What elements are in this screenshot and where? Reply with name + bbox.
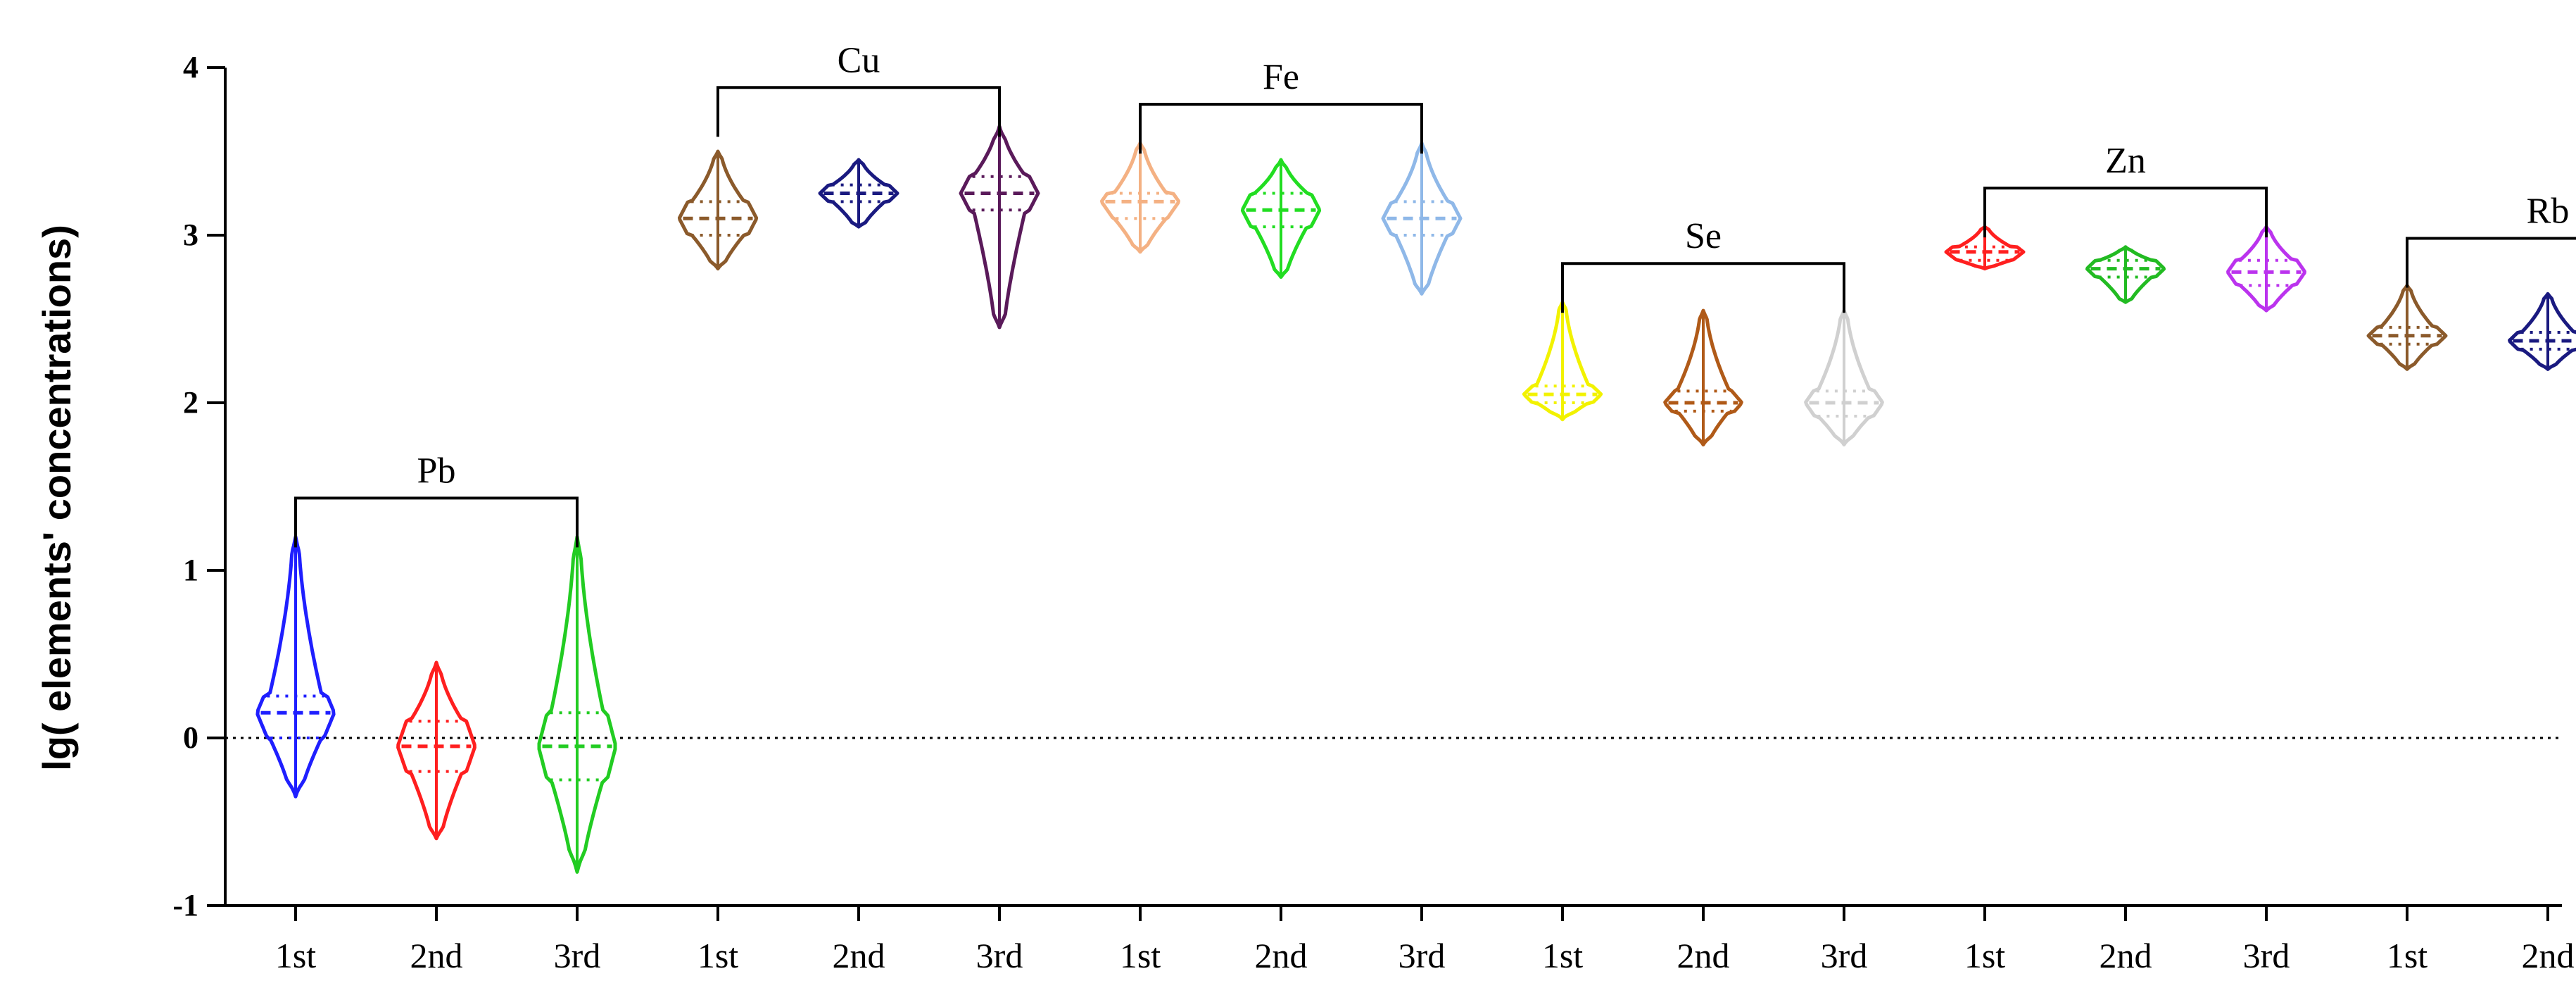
violin-se-2nd (1663, 308, 1743, 446)
violin-cu-2nd (818, 158, 899, 229)
violin-pb-3rd (537, 534, 617, 874)
x-tick-label: 3rd (2243, 936, 2290, 975)
group-label-se: Se (1685, 216, 1722, 256)
x-tick-label: 1st (275, 936, 316, 975)
violin-pb-1st (255, 534, 336, 799)
bracket-se (1561, 262, 1845, 313)
x-tick-label: 2nd (1255, 936, 1308, 975)
violin-cu-3rd (959, 124, 1040, 330)
bracket-rb (2406, 237, 2576, 288)
x-tick-label: 2nd (833, 936, 885, 975)
y-axis-title: lg( elements' concentrations) (34, 225, 79, 771)
x-tick-label: 2nd (1677, 936, 1730, 975)
x-tick-label: 2nd (2522, 936, 2575, 975)
violin-fe-1st (1100, 141, 1180, 254)
bracket-cu (716, 86, 1001, 137)
bracket-pb (294, 496, 579, 548)
x-tick-label: 1st (697, 936, 738, 975)
bracket-fe (1139, 103, 1423, 154)
axes: -1 0 1 2 3 4 1st 2nd 3rd 1st 2nd 3rd 1st 2nd 3rd 1st 2nd… (172, 50, 2575, 975)
violin-fe-3rd (1381, 141, 1463, 296)
y-tick-label: -1 (172, 888, 198, 922)
violin-cu-1st (677, 149, 759, 271)
x-tick-label: 1st (1964, 936, 2005, 975)
violin-rb-2nd (2508, 292, 2576, 371)
y-tick-label: 0 (183, 720, 198, 755)
x-tick-label: 1st (1120, 936, 1161, 975)
x-tick-label: 3rd (554, 936, 601, 975)
y-tick-label: 1 (183, 553, 198, 587)
violins (255, 124, 2576, 874)
violin-se-3rd (1804, 308, 1884, 446)
element-brackets: PbCuFeSeZnRbMo (294, 40, 2576, 548)
y-tick-label: 2 (183, 385, 198, 420)
x-tick-label: 2nd (410, 936, 463, 975)
x-tick-label: 2nd (2100, 936, 2152, 975)
x-tick-label: 3rd (1821, 936, 1868, 975)
violin-zn-2nd (2085, 245, 2166, 304)
violin-pb-2nd (396, 660, 476, 841)
group-label-pb: Pb (417, 451, 456, 491)
violin-fe-2nd (1240, 158, 1322, 279)
group-label-zn: Zn (2105, 141, 2146, 181)
group-label-rb: Rb (2527, 192, 2570, 232)
group-label-fe: Fe (1263, 57, 1299, 97)
x-tick-label: 3rd (1399, 936, 1446, 975)
violin-se-1st (1522, 300, 1603, 422)
violin-rb-1st (2366, 283, 2448, 371)
violin-zn-3rd (2226, 225, 2306, 313)
y-tick-label: 4 (183, 50, 198, 84)
x-tick-label: 1st (2387, 936, 2427, 975)
y-tick-label: 3 (183, 218, 198, 252)
x-tick-label: 3rd (976, 936, 1023, 975)
bracket-zn (1983, 187, 2268, 238)
x-tick-label: 1st (1542, 936, 1583, 975)
group-label-cu: Cu (838, 40, 880, 80)
violin-outline (2508, 292, 2576, 371)
